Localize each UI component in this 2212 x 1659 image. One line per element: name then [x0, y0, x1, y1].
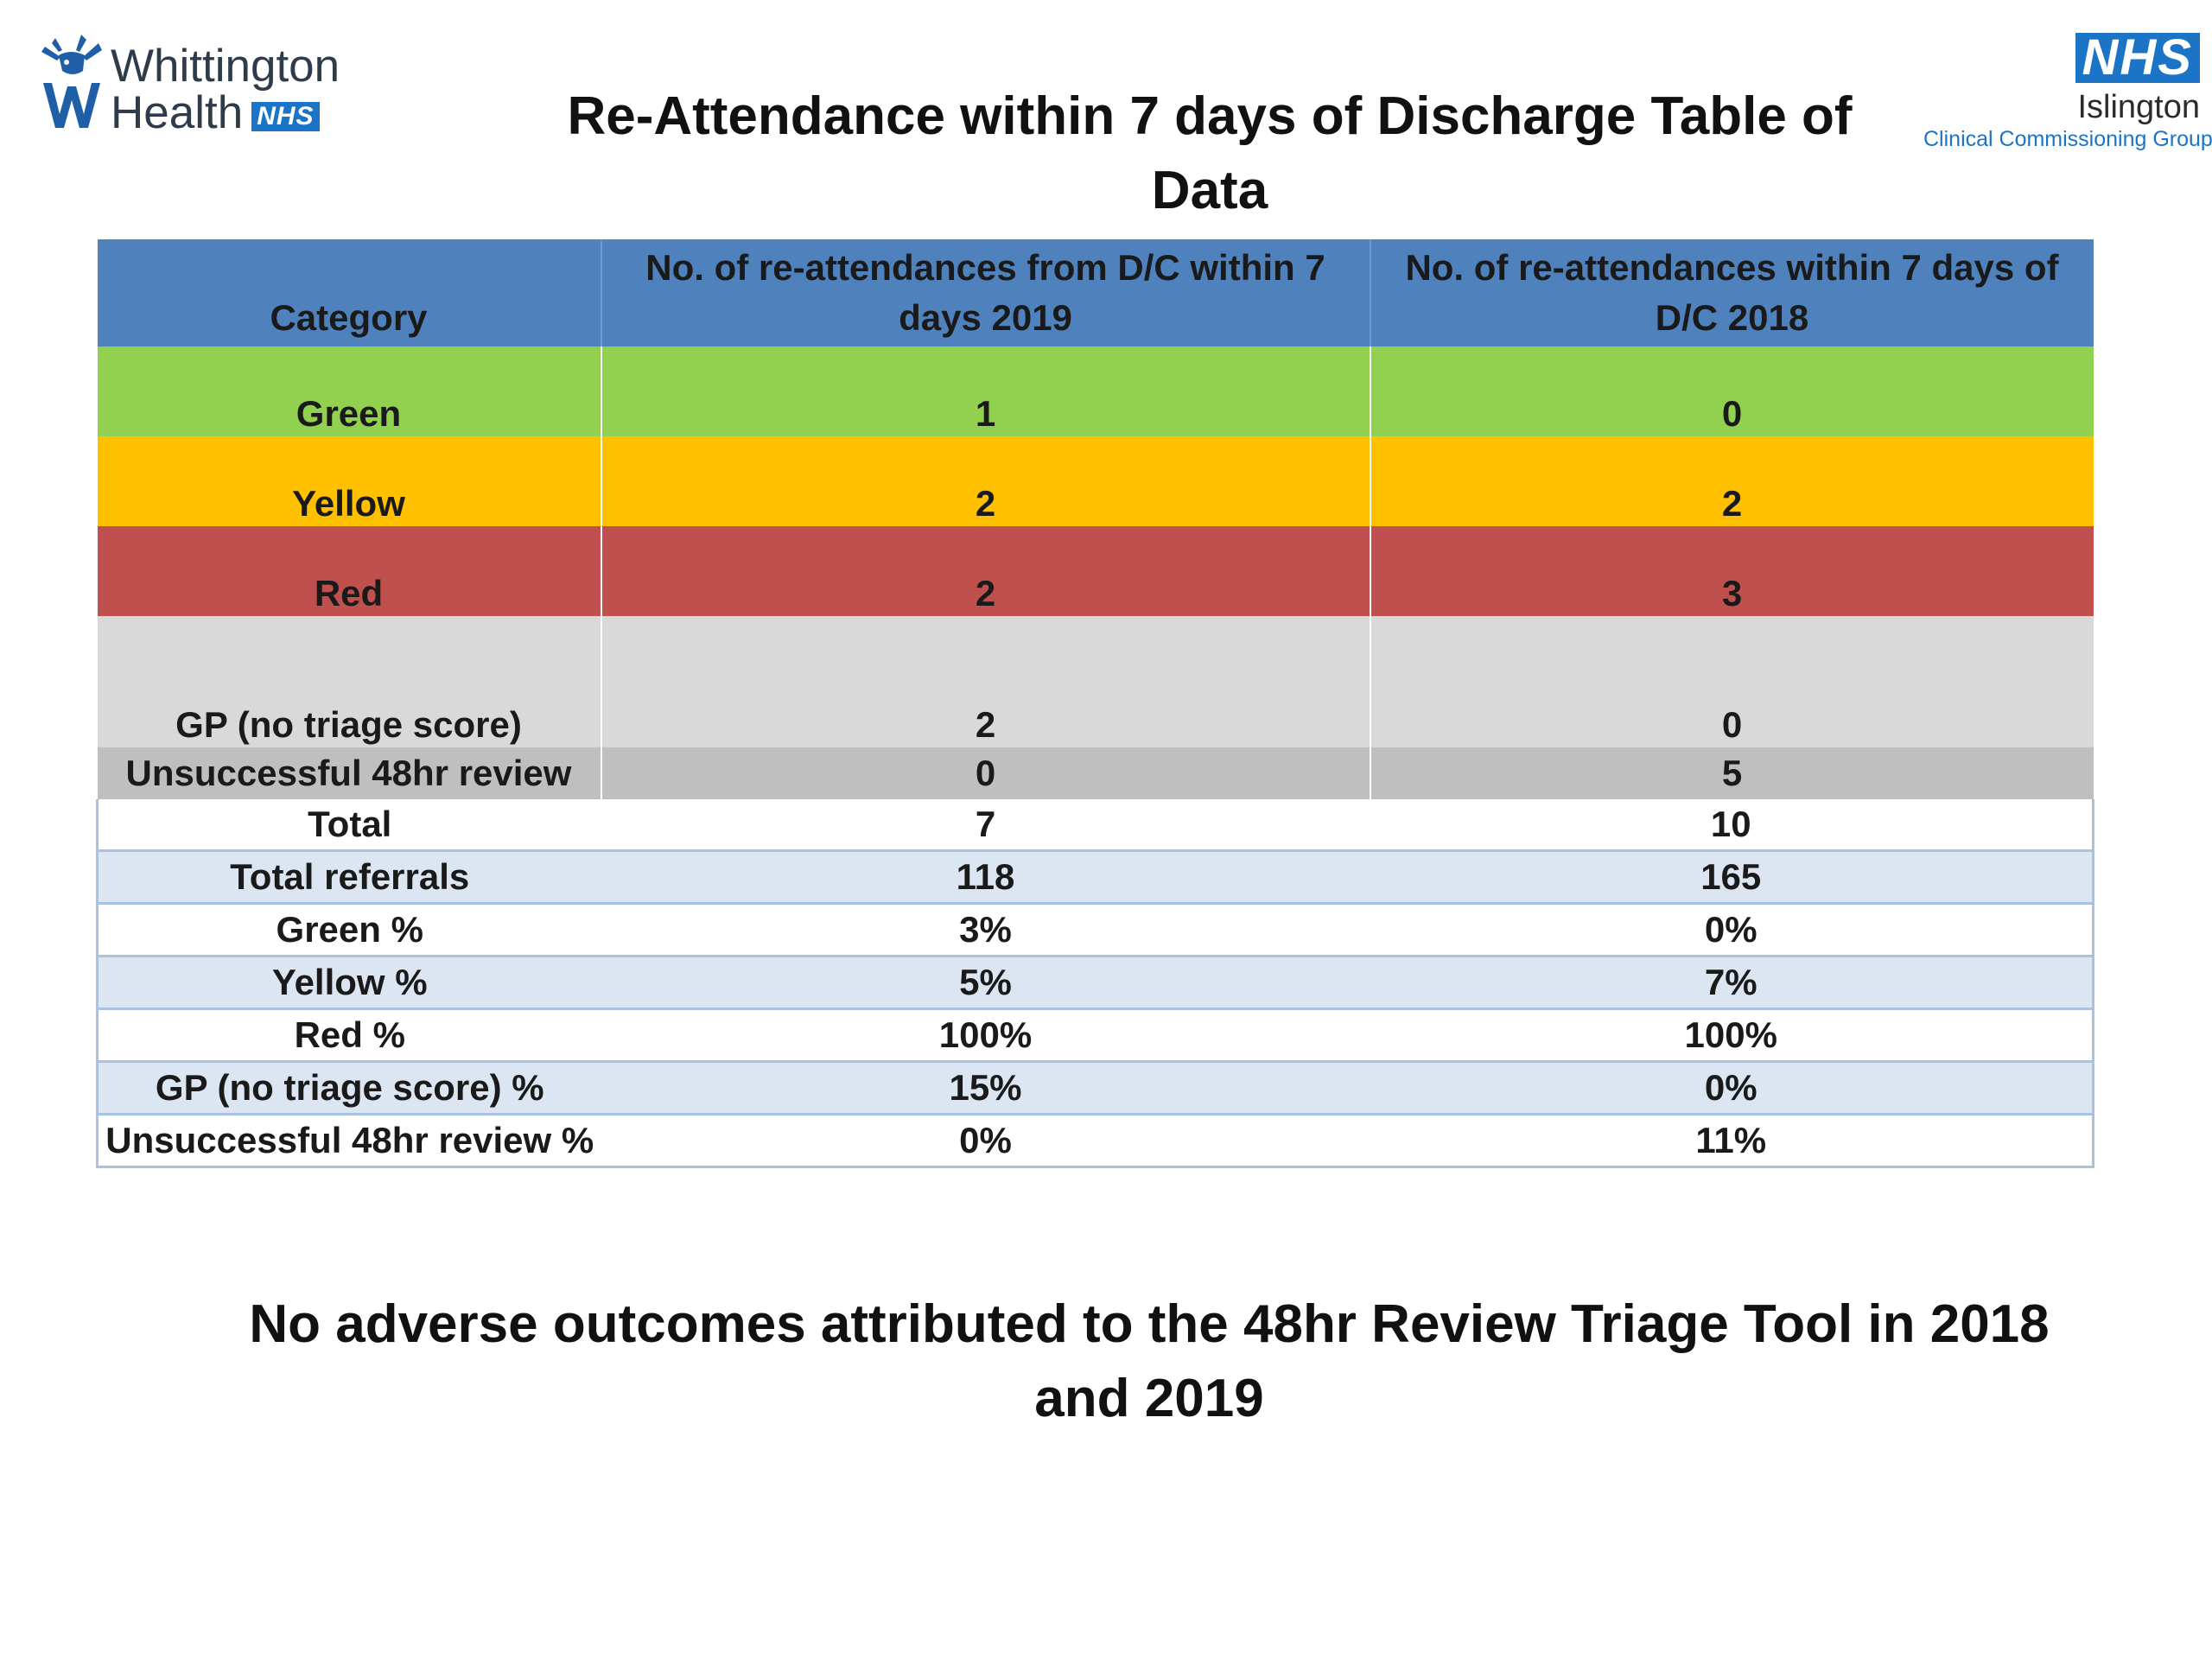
table-row-gp: GP (no triage score) 2 0 [97, 616, 2094, 747]
row-category: Total referrals [96, 850, 601, 905]
org-name-line2: Health NHS [111, 90, 320, 137]
ccg-name: Clinical Commissioning Group [1923, 127, 2212, 151]
org-name-health: Health [111, 87, 244, 138]
row-value-2019: 2 [601, 526, 1371, 616]
row-category: GP (no triage score) [97, 616, 602, 747]
row-value-2019: 15% [601, 1061, 1370, 1116]
row-category: Yellow % [96, 956, 601, 1010]
header-category: Category [97, 239, 602, 346]
table-row-total-referrals: Total referrals 118 165 [96, 850, 2094, 905]
row-value-2019: 2 [601, 616, 1371, 747]
row-category: Yellow [97, 436, 602, 526]
header-2018: No. of re-attendances within 7 days of D… [1370, 239, 2094, 346]
row-value-2018: 10 [1370, 799, 2094, 852]
row-value-2018: 0% [1370, 903, 2094, 957]
deer-emblem-icon [41, 35, 102, 128]
row-value-2019: 100% [601, 1008, 1370, 1063]
row-value-2018: 5 [1370, 747, 2094, 799]
row-category: GP (no triage score) % [96, 1061, 601, 1116]
row-category: Green [97, 346, 602, 436]
row-value-2018: 11% [1370, 1114, 2094, 1168]
row-value-2019: 1 [601, 346, 1371, 436]
row-value-2019: 0% [601, 1114, 1370, 1168]
row-value-2018: 3 [1370, 526, 2094, 616]
page-title: Re-Attendance within 7 days of Discharge… [567, 86, 1853, 220]
table-row-yellow-pct: Yellow % 5% 7% [96, 956, 2094, 1010]
table-row-green-pct: Green % 3% 0% [96, 903, 2094, 957]
whittington-health-logo: Whittington Health NHS [38, 31, 366, 143]
table-row-unsuccessful-pct: Unsuccessful 48hr review % 0% 11% [96, 1114, 2094, 1168]
table-row-red-pct: Red % 100% 100% [96, 1008, 2094, 1063]
outcome-statement: No adverse outcomes attributed to the 48… [249, 1294, 2050, 1428]
table-row-red: Red 2 3 [97, 526, 2094, 616]
row-category: Unsuccessful 48hr review % [96, 1114, 601, 1168]
row-value-2018: 2 [1370, 436, 2094, 526]
row-value-2018: 0 [1370, 616, 2094, 747]
nhs-badge: NHS [2075, 33, 2200, 83]
row-category: Total [96, 799, 601, 852]
table-row-gp-pct: GP (no triage score) % 15% 0% [96, 1061, 2094, 1116]
header-2019: No. of re-attendances from D/C within 7 … [601, 239, 1371, 346]
row-value-2018: 7% [1370, 956, 2094, 1010]
table-row-total: Total 7 10 [96, 799, 2094, 852]
reattendance-table: Category No. of re-attendances from D/C … [96, 239, 2094, 1168]
row-value-2018: 0 [1370, 346, 2094, 436]
row-value-2018: 0% [1370, 1061, 2094, 1116]
row-category: Green % [96, 903, 601, 957]
borough-name: Islington [2077, 89, 2200, 125]
row-value-2018: 100% [1370, 1008, 2094, 1063]
nhs-mini-badge: NHS [251, 102, 320, 131]
row-category: Red [97, 526, 602, 616]
row-category: Red % [96, 1008, 601, 1063]
table-header-row: Category No. of re-attendances from D/C … [97, 239, 2094, 346]
row-value-2019: 7 [601, 799, 1370, 852]
row-value-2019: 3% [601, 903, 1370, 957]
row-value-2019: 5% [601, 956, 1370, 1010]
table-row-unsuccessful: Unsuccessful 48hr review 0 5 [97, 747, 2094, 799]
row-value-2018: 165 [1370, 850, 2094, 905]
row-value-2019: 118 [601, 850, 1370, 905]
table-row-green: Green 1 0 [97, 346, 2094, 436]
row-value-2019: 2 [601, 436, 1371, 526]
nhs-islington-ccg-logo: NHS Islington Clinical Commissioning Gro… [1923, 33, 2212, 162]
table-row-yellow: Yellow 2 2 [97, 436, 2094, 526]
row-value-2019: 0 [601, 747, 1371, 799]
row-category: Unsuccessful 48hr review [97, 747, 602, 799]
org-name-line1: Whittington [111, 41, 340, 92]
